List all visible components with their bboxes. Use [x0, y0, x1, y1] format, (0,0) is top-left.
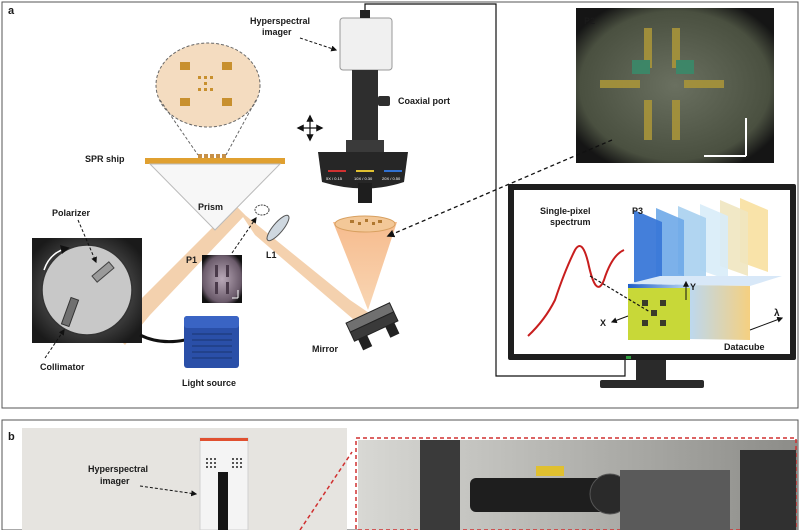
datacube-slice-pads [642, 300, 666, 326]
panel-b-hyperspectral-line1: Hyperspectral [88, 464, 148, 474]
light-source-top [184, 316, 239, 328]
coaxial-port-label: Coaxial port [398, 96, 450, 106]
panel-b-hyperspectral-pointer [139, 485, 198, 497]
axis-x-label: X [600, 318, 606, 328]
monitor-stand-neck [636, 360, 666, 382]
p1-image [202, 255, 242, 303]
spr-chip [145, 158, 285, 164]
imager-top-port [360, 10, 370, 18]
fiber-cable [139, 333, 186, 344]
chip-zoom-pads [180, 62, 232, 106]
spr-chip-label: SPR ship [85, 154, 125, 164]
collimator-lens [60, 296, 80, 328]
hyperspectral-pointer [299, 37, 338, 52]
datacube-label: Datacube [724, 342, 765, 352]
axis-lambda-label: λ [774, 308, 780, 319]
light-source-box [184, 316, 239, 368]
mirror [345, 302, 400, 351]
collimator-disc [41, 244, 133, 336]
photo-imager-vents [206, 458, 242, 468]
p1-electrodes [215, 265, 229, 294]
mirror-label: Mirror [312, 344, 339, 354]
lens-l1 [266, 214, 290, 242]
monitor-led [626, 356, 631, 359]
photo-imager-top [200, 438, 248, 441]
photo-stage [620, 470, 730, 530]
prism-label: Prism [198, 202, 223, 212]
polarizer-pointer [77, 219, 97, 264]
l1-label: L1 [266, 250, 277, 260]
photo-collimator-label [536, 466, 564, 476]
photo-scope-column [420, 440, 460, 530]
polarizer-label: Polarizer [52, 208, 91, 218]
chip-microelectrodes [198, 154, 226, 158]
photo-background-panel [740, 450, 796, 530]
polarizer-element [91, 261, 115, 283]
objective-label-1: 5X / 0.15 [326, 176, 343, 181]
beam-focus-marker [254, 204, 270, 216]
panel-b-hyperspectral-line2: imager [100, 476, 130, 486]
zoom-dashed-diagonal [299, 451, 353, 530]
chip-zoom-view [155, 42, 261, 128]
zoom-line-left [159, 99, 199, 156]
prism [148, 163, 282, 231]
panel-b-letter: b [8, 431, 15, 443]
photo-collimator-body [470, 478, 610, 512]
datacube-xy-slice [628, 288, 690, 340]
light-source-vents [192, 333, 232, 359]
p2-pointer [386, 139, 613, 238]
panel-a-letter: a [8, 5, 15, 17]
objective-stripes [328, 170, 402, 172]
objective-label-3: 20X / 0.50 [382, 176, 401, 181]
zoom-line-right [225, 99, 257, 156]
hyperspectral-label-line1: Hyperspectral [250, 16, 310, 26]
spectrum-pointer [589, 275, 651, 313]
p1-pointer [231, 217, 257, 254]
monitor-stand-base [600, 380, 704, 388]
p3-label: P3 [632, 206, 643, 216]
datacube-axes [610, 280, 784, 331]
microscope-head [346, 140, 384, 152]
p2-label: P2 [584, 16, 595, 26]
collimator-pointer [44, 329, 65, 359]
collimator-label: Collimator [40, 362, 85, 372]
axis-y-label: Y [690, 282, 696, 292]
coaxial-port-knob [378, 96, 390, 106]
microscope-column [352, 70, 378, 145]
panel-b-photo-left [22, 428, 347, 530]
objective-nozzle [358, 183, 372, 203]
photo-imager-slot [218, 472, 228, 530]
rotation-arrow-icon [43, 245, 70, 271]
p1-label: P1 [186, 255, 197, 265]
single-pixel-label-line2: spectrum [550, 217, 591, 227]
objective-light-cone [333, 222, 397, 310]
light-source-label: Light source [182, 378, 236, 388]
p2-electrodes [600, 28, 724, 140]
single-pixel-label-line1: Single-pixel [540, 206, 591, 216]
datacube-block-top [628, 276, 782, 286]
datacube-slices [634, 198, 768, 292]
translation-arrows-icon [296, 114, 324, 142]
objective-label-2: 10X / 0.30 [354, 176, 373, 181]
single-pixel-spectrum-curve [527, 245, 625, 337]
hyperspectral-imager-body [339, 17, 393, 71]
sample-field-pads [350, 219, 382, 225]
hyperspectral-label-line2: imager [262, 27, 292, 37]
sample-field-view [334, 215, 396, 233]
